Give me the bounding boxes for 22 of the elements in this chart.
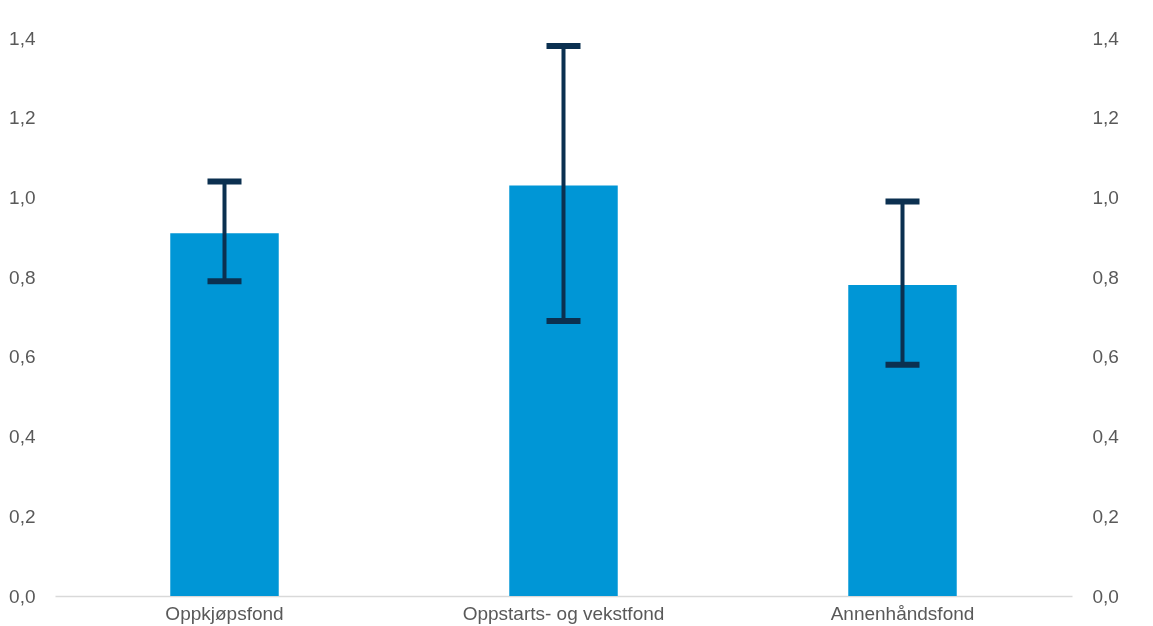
bar <box>170 233 279 596</box>
y-tick-label: 0,2 <box>9 505 36 527</box>
y2-tick-label: 1,4 <box>1092 27 1120 49</box>
y2-tick-label: 0,8 <box>1092 266 1119 288</box>
bar <box>509 185 618 596</box>
y2-tick-label: 1,0 <box>1092 186 1119 208</box>
y-tick-label: 0,8 <box>9 266 36 288</box>
y2-tick-label: 1,2 <box>1092 107 1119 129</box>
y-tick-label: 0,0 <box>9 585 36 607</box>
y-tick-label: 0,6 <box>9 346 36 368</box>
bar <box>848 285 957 596</box>
y2-tick-label: 0,6 <box>1092 346 1119 368</box>
y-tick-label: 1,4 <box>9 27 36 49</box>
y2-tick-label: 0,2 <box>1092 505 1119 527</box>
x-tick-label: Annenhåndsfond <box>830 602 975 624</box>
y-tick-label: 1,0 <box>9 186 36 208</box>
x-tick-label: Oppkjøpsfond <box>165 602 284 624</box>
y2-tick-label: 0,4 <box>1092 426 1120 448</box>
x-tick-label: Oppstarts- og vekstfond <box>462 602 665 624</box>
y-tick-label: 1,2 <box>9 107 36 129</box>
y-tick-label: 0,4 <box>9 426 36 448</box>
y2-tick-label: 0,0 <box>1092 585 1119 607</box>
